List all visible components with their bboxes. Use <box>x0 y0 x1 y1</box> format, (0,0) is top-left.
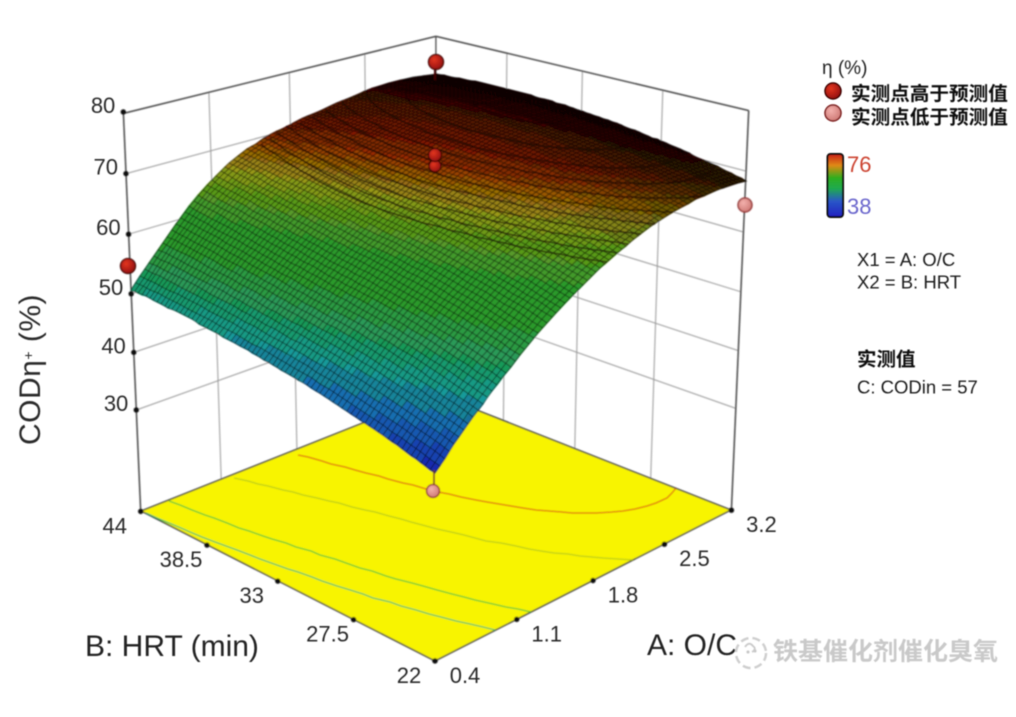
svg-text:C: CODin = 57: C: CODin = 57 <box>857 377 978 398</box>
svg-text:38: 38 <box>847 194 871 219</box>
svg-text:60: 60 <box>96 215 120 240</box>
svg-text:40: 40 <box>101 333 125 358</box>
svg-text:1.1: 1.1 <box>531 621 562 646</box>
svg-text:38.5: 38.5 <box>160 547 203 572</box>
svg-text:X1 = A: O/C: X1 = A: O/C <box>857 249 955 270</box>
svg-text:44: 44 <box>102 513 126 538</box>
svg-text:30: 30 <box>104 391 128 416</box>
svg-text:A: O/C: A: O/C <box>647 629 737 662</box>
svg-text:76: 76 <box>847 152 871 177</box>
svg-text:B: HRT (min): B: HRT (min) <box>85 630 259 663</box>
svg-text:0.4: 0.4 <box>450 663 481 688</box>
svg-text:22: 22 <box>397 663 421 688</box>
svg-text:3.2: 3.2 <box>746 512 777 537</box>
svg-text:33: 33 <box>240 583 264 608</box>
svg-text:η (%): η (%) <box>822 58 867 79</box>
svg-text:X2 = B: HRT: X2 = B: HRT <box>857 272 961 293</box>
svg-text:50: 50 <box>99 275 123 300</box>
svg-text:1.8: 1.8 <box>608 583 639 608</box>
svg-text:80: 80 <box>91 93 115 118</box>
svg-text:2.5: 2.5 <box>679 546 710 571</box>
svg-text:70: 70 <box>94 155 118 180</box>
svg-text:27.5: 27.5 <box>306 622 349 647</box>
svg-text:CODη+ (%): CODη+ (%) <box>14 294 47 445</box>
